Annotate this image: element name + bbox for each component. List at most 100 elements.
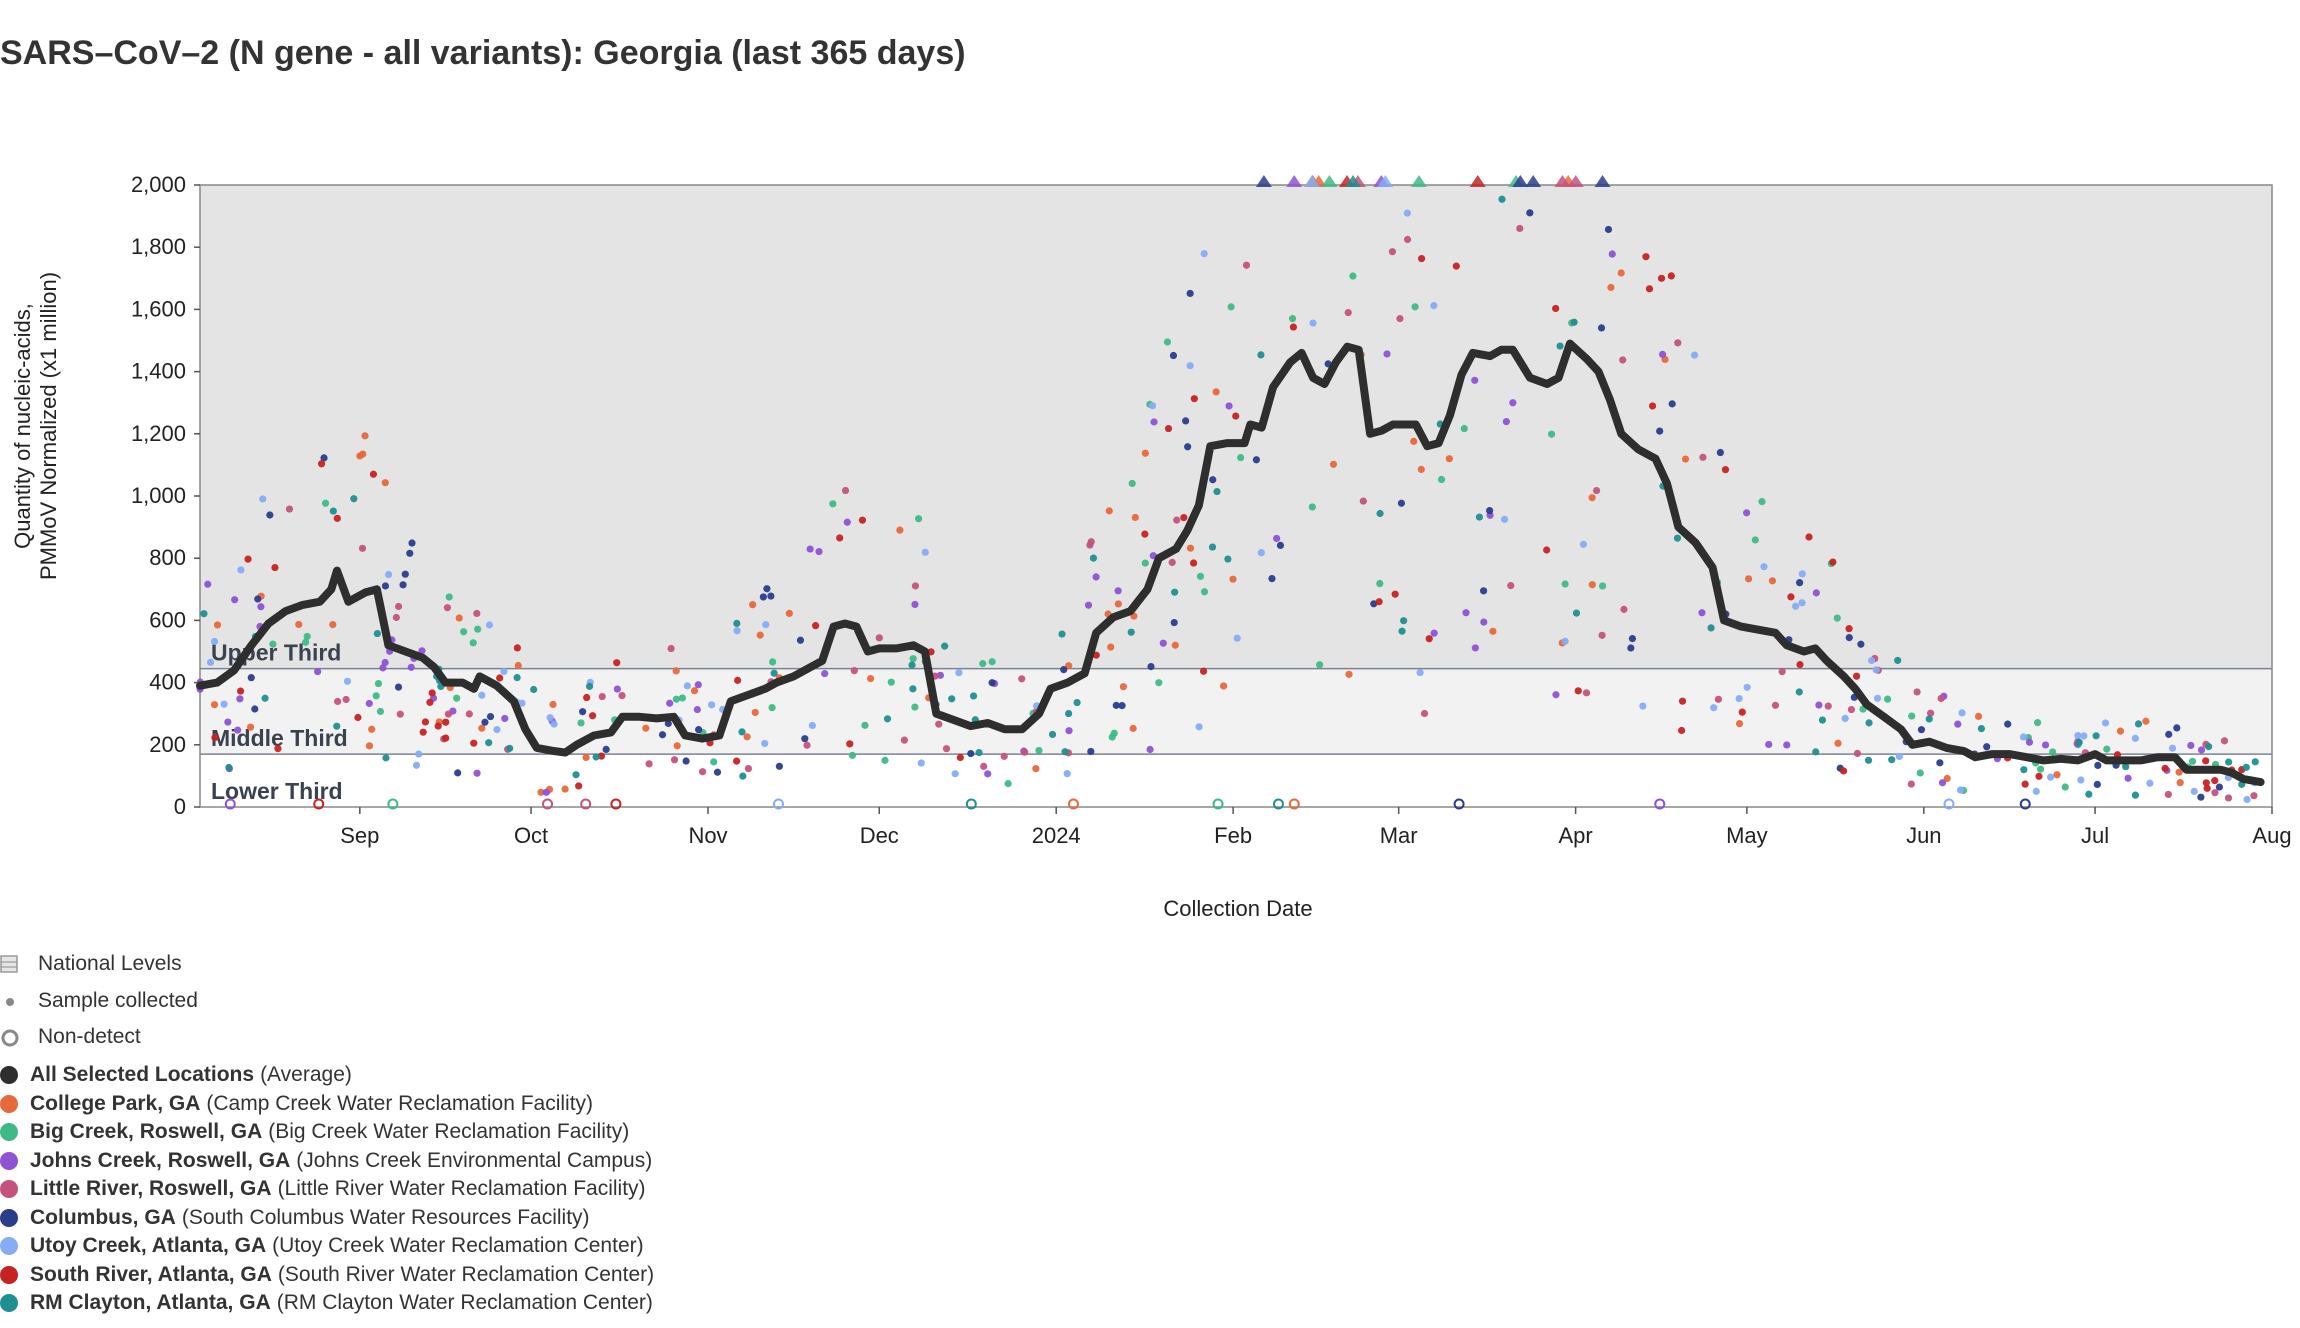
sample-dot xyxy=(936,671,944,679)
sample-dot xyxy=(2215,783,2224,791)
sample-dot xyxy=(1659,350,1667,358)
sample-dot xyxy=(1376,579,1384,588)
overflow-marker xyxy=(1321,175,1338,187)
sample-dot xyxy=(642,724,650,732)
legend-item-location[interactable]: Little River, Roswell, GA (Little River W… xyxy=(0,1175,654,1204)
overflow-marker xyxy=(1594,175,1611,187)
sample-dot xyxy=(980,762,988,770)
sample-dot xyxy=(579,708,587,716)
sample-dot xyxy=(829,500,837,508)
sample-dot xyxy=(2131,791,2139,799)
location-name: Little River, Roswell, GA xyxy=(30,1177,272,1201)
location-swatch-icon xyxy=(0,1094,18,1113)
legend-item-location[interactable]: Columbus, GA (South Columbus Water Resour… xyxy=(0,1204,654,1233)
sample-dot xyxy=(883,715,892,723)
sample-dot xyxy=(1845,633,1853,642)
sample-dot xyxy=(1147,662,1155,671)
sample-dot xyxy=(1710,704,1718,712)
sample-dot xyxy=(743,733,751,741)
location-detail: (RM Clayton Water Reclamation Center) xyxy=(276,1291,653,1315)
sample-dot xyxy=(1943,774,1951,783)
sample-dot xyxy=(561,785,569,793)
sample-dot xyxy=(1289,323,1298,331)
sample-dot xyxy=(762,621,770,629)
sample-dot xyxy=(1778,668,1786,676)
legend-item-average[interactable]: All Selected Locations (Average) xyxy=(0,1061,654,1090)
national-levels-icon xyxy=(0,954,20,974)
y-tick-label: 1,000 xyxy=(131,483,186,508)
sample-dot xyxy=(1065,709,1073,718)
sample-dot xyxy=(969,692,978,700)
non-detect-marker xyxy=(224,798,236,810)
sample-dot xyxy=(365,699,373,708)
sample-dot xyxy=(1092,573,1100,581)
sample-dot xyxy=(695,726,703,734)
sample-dot xyxy=(1141,530,1149,538)
sample-dot xyxy=(1107,643,1115,651)
legend-item-location[interactable]: Johns Creek, Roswell, GA (Johns Creek Env… xyxy=(0,1147,654,1176)
legend-item-location[interactable]: South River, Atlanta, GA (South River Wat… xyxy=(0,1261,654,1290)
sample-dot xyxy=(836,534,844,542)
sample-dot xyxy=(295,620,303,629)
sample-dot xyxy=(1229,575,1237,583)
sample-dot xyxy=(775,762,783,770)
sample-dot xyxy=(1657,274,1666,282)
sample-dot xyxy=(1561,580,1569,588)
non-detect-marker xyxy=(2019,798,2031,810)
sample-dot xyxy=(514,661,522,670)
sample-dot xyxy=(1845,625,1853,633)
sample-dot xyxy=(542,788,550,796)
x-tick-label: Apr xyxy=(1559,823,1593,848)
sample-dot xyxy=(2085,790,2093,798)
sample-points xyxy=(196,195,2259,810)
non-detect-marker xyxy=(1453,798,1465,810)
sample-dot xyxy=(454,769,462,777)
sample-dot xyxy=(984,770,992,778)
legend-item-location[interactable]: RM Clayton, Atlanta, GA (RM Clayton Water… xyxy=(0,1289,654,1318)
sample-dot xyxy=(1937,694,1945,703)
sample-dot xyxy=(460,628,468,636)
y-tick-label: 1,200 xyxy=(131,421,186,446)
overflow-marker xyxy=(1377,175,1394,187)
sample-dot xyxy=(320,454,328,462)
sample-dot xyxy=(875,634,883,642)
sample-dot xyxy=(234,726,242,734)
sample-dot xyxy=(618,691,626,700)
location-name: South River, Atlanta, GA xyxy=(30,1262,272,1286)
sample-dot xyxy=(769,658,777,666)
sample-dot xyxy=(1110,729,1118,737)
sample-dot xyxy=(394,602,403,611)
sample-dot xyxy=(1925,715,1933,723)
sample-dot xyxy=(915,515,923,523)
y-axis-label-line1: Quantity of nucleic-acids, xyxy=(10,303,35,549)
sample-dot xyxy=(1579,540,1588,548)
x-tick-label: Dec xyxy=(860,823,899,848)
sample-dot xyxy=(1410,437,1418,445)
sample-dot xyxy=(443,604,452,612)
sample-dot xyxy=(602,745,610,754)
sample-dot xyxy=(1359,497,1367,505)
sample-dot xyxy=(274,745,282,753)
sample-dot xyxy=(909,685,917,693)
sample-dot xyxy=(761,739,769,748)
sample-dot xyxy=(1114,600,1122,608)
sample-dot xyxy=(1760,563,1768,571)
legend-item-location[interactable]: College Park, GA (Camp Creek Water Reclam… xyxy=(0,1090,654,1119)
sample-dot xyxy=(445,593,453,601)
legend-item-location[interactable]: Big Creek, Roswell, GA (Big Creek Water R… xyxy=(0,1118,654,1147)
location-detail: (Camp Creek Water Reclamation Facility) xyxy=(206,1091,594,1115)
y-tick-label: 1,600 xyxy=(131,296,186,321)
legend-item-location[interactable]: Utoy Creek, Atlanta, GA (Utoy Creek Water… xyxy=(0,1232,654,1261)
legend-national-levels[interactable]: National Levels xyxy=(0,946,198,983)
sample-dot xyxy=(1839,767,1848,775)
sample-dot xyxy=(733,757,741,765)
sample-dot xyxy=(935,720,943,728)
sample-dot xyxy=(1242,261,1251,269)
sample-dot xyxy=(2075,738,2083,746)
sample-dot xyxy=(1164,424,1173,433)
sample-dot xyxy=(1796,660,1804,669)
sample-dot xyxy=(329,507,337,515)
sample-dot xyxy=(1954,720,1962,728)
sample-dot xyxy=(1798,570,1806,578)
sample-dot xyxy=(406,549,414,557)
